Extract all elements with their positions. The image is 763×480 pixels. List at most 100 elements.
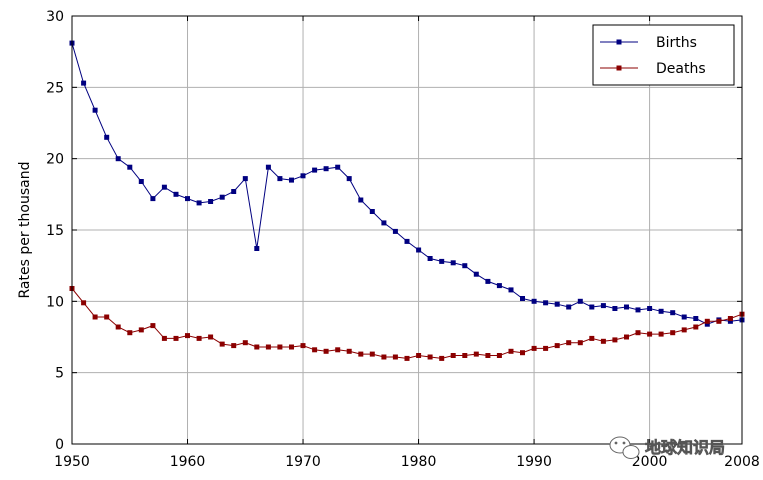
point-births bbox=[358, 197, 364, 203]
point-births bbox=[231, 189, 237, 194]
legend-births-label: Births bbox=[656, 35, 697, 51]
x-tick-label: 1950 bbox=[54, 454, 90, 470]
x-tick-label: 1980 bbox=[401, 454, 437, 470]
point-births bbox=[577, 298, 583, 304]
point-births bbox=[242, 176, 248, 182]
point-deaths bbox=[624, 334, 629, 340]
point-deaths bbox=[392, 354, 398, 360]
point-births bbox=[161, 184, 167, 190]
point-births bbox=[600, 303, 606, 309]
x-tick-label: 2000 bbox=[632, 454, 668, 470]
point-deaths bbox=[612, 337, 618, 343]
y-tick-label: 10 bbox=[46, 294, 64, 310]
point-deaths bbox=[138, 327, 144, 333]
point-births bbox=[115, 156, 121, 162]
point-deaths bbox=[496, 353, 502, 358]
point-births bbox=[381, 220, 387, 226]
point-births bbox=[566, 304, 572, 310]
point-births bbox=[624, 304, 629, 310]
point-births bbox=[312, 167, 318, 173]
point-deaths bbox=[404, 355, 410, 361]
legend-deaths-marker bbox=[616, 65, 622, 71]
point-births bbox=[462, 263, 468, 269]
point-births bbox=[392, 228, 398, 234]
point-deaths bbox=[231, 343, 237, 349]
point-births bbox=[693, 316, 699, 321]
point-deaths bbox=[554, 343, 560, 349]
point-deaths bbox=[635, 330, 641, 336]
point-deaths bbox=[219, 341, 225, 347]
point-births bbox=[404, 238, 410, 244]
point-deaths bbox=[81, 300, 87, 306]
point-deaths bbox=[104, 314, 110, 320]
point-births bbox=[658, 308, 664, 314]
y-tick-label: 30 bbox=[46, 9, 64, 25]
x-tick-label: 2008 bbox=[724, 454, 760, 470]
point-deaths bbox=[358, 351, 364, 357]
axis-ticks: 1950 1960 1970 1980 1990 2000 2008 0 5 10 15 20 25 30 bbox=[46, 9, 760, 470]
point-births bbox=[450, 260, 456, 266]
point-deaths bbox=[208, 334, 214, 340]
point-births bbox=[323, 166, 329, 172]
point-births bbox=[150, 196, 156, 202]
x-tick-label: 1970 bbox=[285, 454, 321, 470]
point-deaths bbox=[473, 351, 479, 357]
point-births bbox=[439, 258, 445, 264]
y-tick-label: 0 bbox=[55, 437, 64, 453]
legend: Births Deaths bbox=[592, 24, 735, 86]
point-deaths bbox=[508, 348, 514, 354]
legend-deaths-label: Deaths bbox=[656, 61, 706, 77]
point-births bbox=[138, 179, 144, 184]
point-deaths bbox=[369, 351, 375, 357]
point-deaths bbox=[173, 335, 179, 341]
point-deaths bbox=[704, 318, 710, 324]
point-deaths bbox=[658, 331, 664, 337]
point-deaths bbox=[196, 335, 202, 341]
point-births bbox=[416, 247, 422, 253]
point-deaths bbox=[254, 344, 260, 350]
point-births bbox=[254, 246, 260, 251]
point-deaths bbox=[427, 354, 433, 360]
point-births bbox=[670, 310, 676, 316]
point-deaths bbox=[647, 331, 653, 337]
point-deaths bbox=[300, 343, 306, 349]
point-deaths bbox=[150, 323, 156, 329]
point-deaths bbox=[439, 355, 445, 361]
point-births bbox=[612, 306, 618, 311]
y-tick-label: 15 bbox=[46, 223, 64, 239]
y-tick-label: 20 bbox=[46, 152, 64, 168]
point-births bbox=[473, 271, 479, 277]
gridlines bbox=[72, 16, 742, 444]
point-births bbox=[508, 287, 514, 293]
point-births bbox=[196, 200, 202, 206]
point-births bbox=[208, 199, 214, 204]
point-births bbox=[81, 80, 87, 86]
point-deaths bbox=[346, 348, 352, 354]
y-tick-label: 25 bbox=[46, 80, 64, 96]
point-births bbox=[300, 173, 306, 179]
point-deaths bbox=[127, 330, 133, 336]
point-births bbox=[589, 304, 595, 310]
point-deaths bbox=[600, 338, 606, 344]
point-deaths bbox=[185, 333, 190, 339]
point-deaths bbox=[312, 347, 318, 353]
legend-births-marker bbox=[616, 39, 622, 45]
point-births bbox=[704, 321, 710, 327]
point-births bbox=[104, 134, 110, 140]
point-births bbox=[485, 278, 491, 284]
point-deaths bbox=[450, 353, 456, 358]
point-births bbox=[173, 191, 179, 197]
y-axis-label: Rates per thousand bbox=[17, 162, 33, 299]
point-births bbox=[127, 164, 133, 170]
point-births bbox=[531, 298, 537, 304]
series-layer bbox=[69, 40, 745, 361]
point-births bbox=[185, 196, 190, 202]
point-deaths bbox=[670, 330, 676, 336]
point-births bbox=[727, 318, 733, 324]
point-deaths bbox=[115, 324, 121, 330]
point-births bbox=[369, 209, 375, 214]
watermark-text: 地球知识局 bbox=[645, 438, 725, 457]
point-deaths bbox=[531, 345, 537, 351]
point-deaths bbox=[462, 353, 468, 358]
